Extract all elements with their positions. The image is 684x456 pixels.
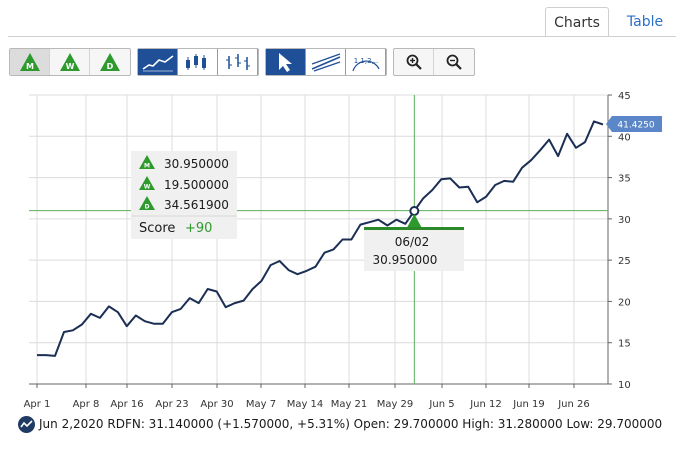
- x-tick-label: Jun 19: [512, 399, 545, 410]
- price-chart[interactable]: Apr 1 Apr 8 Apr 16 Apr 23 Apr 30 May 7 May 14 M…: [0, 0, 684, 410]
- score-value: +90: [185, 221, 212, 236]
- weekly-rating-value: 19.500000: [164, 178, 229, 192]
- tab-divider: [8, 36, 676, 37]
- y-tick-label: 30: [618, 215, 631, 226]
- line-chart-icon: [142, 55, 173, 72]
- tab-table[interactable]: Table: [626, 14, 664, 30]
- chart-type-toolbar: [137, 48, 259, 76]
- x-tick-label: May 29: [377, 399, 414, 410]
- zoom-out-icon: [446, 54, 462, 70]
- cursor-arrow-icon: [278, 53, 292, 72]
- tab-charts[interactable]: Charts: [545, 7, 609, 37]
- ohlc-bars-icon: [225, 54, 250, 70]
- y-tick-label: 10: [618, 380, 631, 391]
- x-tick-label: Apr 8: [73, 399, 100, 410]
- fibonacci-icon: 1,1,2,..: [351, 57, 380, 72]
- crosshair-date: 06/02: [395, 235, 430, 249]
- last-price-label: 41.4250: [606, 116, 662, 132]
- crosshair-marker: [407, 206, 422, 227]
- y-tick-label: 20: [618, 297, 631, 308]
- zoom-in-icon: [406, 54, 422, 70]
- rating-tooltip: M 30.950000 W 19.500000 D 34.561900 Scor…: [131, 151, 237, 239]
- y-tick-label: 40: [618, 132, 631, 143]
- w-rating-icon: W: [139, 176, 155, 191]
- x-tick-label: Apr 1: [24, 399, 51, 410]
- zoom-out-button[interactable]: [434, 49, 474, 75]
- pointer-tool-button[interactable]: [266, 49, 306, 75]
- svg-text:D: D: [145, 204, 150, 211]
- svg-text:M: M: [26, 62, 34, 71]
- svg-text:W: W: [144, 184, 151, 191]
- trendline-icon: [311, 53, 340, 72]
- chart-axes: [29, 95, 609, 385]
- svg-text:W: W: [65, 62, 74, 71]
- d-rating-icon: D: [100, 53, 120, 71]
- x-tick-label: Apr 23: [155, 399, 188, 410]
- price-summary-text: Jun 2,2020 RDFN: 31.140000 (+1.570000, +…: [39, 417, 663, 431]
- chart-grid: [29, 94, 608, 384]
- y-tick-label: 45: [618, 91, 631, 102]
- crosshair-point: [409, 206, 420, 217]
- marker-bar: [364, 227, 464, 230]
- price-summary: Jun 2,2020 RDFN: 31.140000 (+1.570000, +…: [18, 414, 662, 434]
- x-tick-label: Apr 30: [200, 399, 233, 410]
- y-tick-label: 35: [618, 174, 631, 185]
- svg-text:D: D: [107, 62, 114, 71]
- x-tick-label: Jun 26: [557, 399, 590, 410]
- price-line: [37, 120, 604, 357]
- daily-rating-button[interactable]: D: [90, 49, 130, 75]
- drawing-toolbar: 1,1,2,..: [265, 48, 387, 76]
- daily-rating-value: 34.561900: [164, 198, 229, 212]
- y-tick-label: 25: [618, 256, 631, 267]
- monthly-rating-button[interactable]: M: [10, 49, 50, 75]
- score-label: Score: [139, 221, 175, 236]
- svg-text:1,1,2,..: 1,1,2,..: [353, 57, 378, 65]
- line-chart-button[interactable]: [138, 49, 178, 75]
- svg-text:M: M: [144, 163, 150, 170]
- ohlc-chart-button[interactable]: [178, 49, 218, 75]
- crosshair-readout: 06/02 30.950000: [364, 227, 464, 271]
- x-tick-label: May 7: [246, 399, 276, 410]
- last-price-text: 41.4250: [617, 121, 654, 131]
- m-rating-icon: M: [139, 155, 155, 170]
- d-rating-icon: D: [139, 196, 155, 211]
- w-rating-icon: W: [59, 53, 80, 71]
- rating-marker-icon: [407, 214, 422, 227]
- x-tick-label: Jun 5: [428, 399, 454, 410]
- zoom-in-button[interactable]: [394, 49, 434, 75]
- fibonacci-tool-button[interactable]: 1,1,2,..: [346, 49, 386, 75]
- trendline-tool-button[interactable]: [306, 49, 346, 75]
- crosshair-value: 30.950000: [373, 253, 438, 267]
- zoom-toolbar: [393, 48, 475, 76]
- x-tick-label: May 21: [331, 399, 368, 410]
- monthly-rating-value: 30.950000: [164, 157, 229, 171]
- y-tick-label: 15: [618, 339, 631, 350]
- rating-toolbar: M W D: [9, 48, 131, 76]
- price-series: [37, 120, 604, 357]
- y-axis-ticks: 10 15 20 25 30 35 40 45: [608, 91, 631, 391]
- m-rating-icon: M: [19, 53, 40, 71]
- candlestick-icon: [185, 54, 206, 70]
- x-axis-ticks: Apr 1 Apr 8 Apr 16 Apr 23 Apr 30 May 7 May 14 M…: [24, 384, 590, 410]
- x-tick-label: Jun 12: [469, 399, 502, 410]
- line-chart-logo-icon: [18, 415, 35, 433]
- bar-chart-button[interactable]: [218, 49, 258, 75]
- weekly-rating-button[interactable]: W: [50, 49, 90, 75]
- x-tick-label: Apr 16: [110, 399, 143, 410]
- x-tick-label: May 14: [287, 399, 324, 410]
